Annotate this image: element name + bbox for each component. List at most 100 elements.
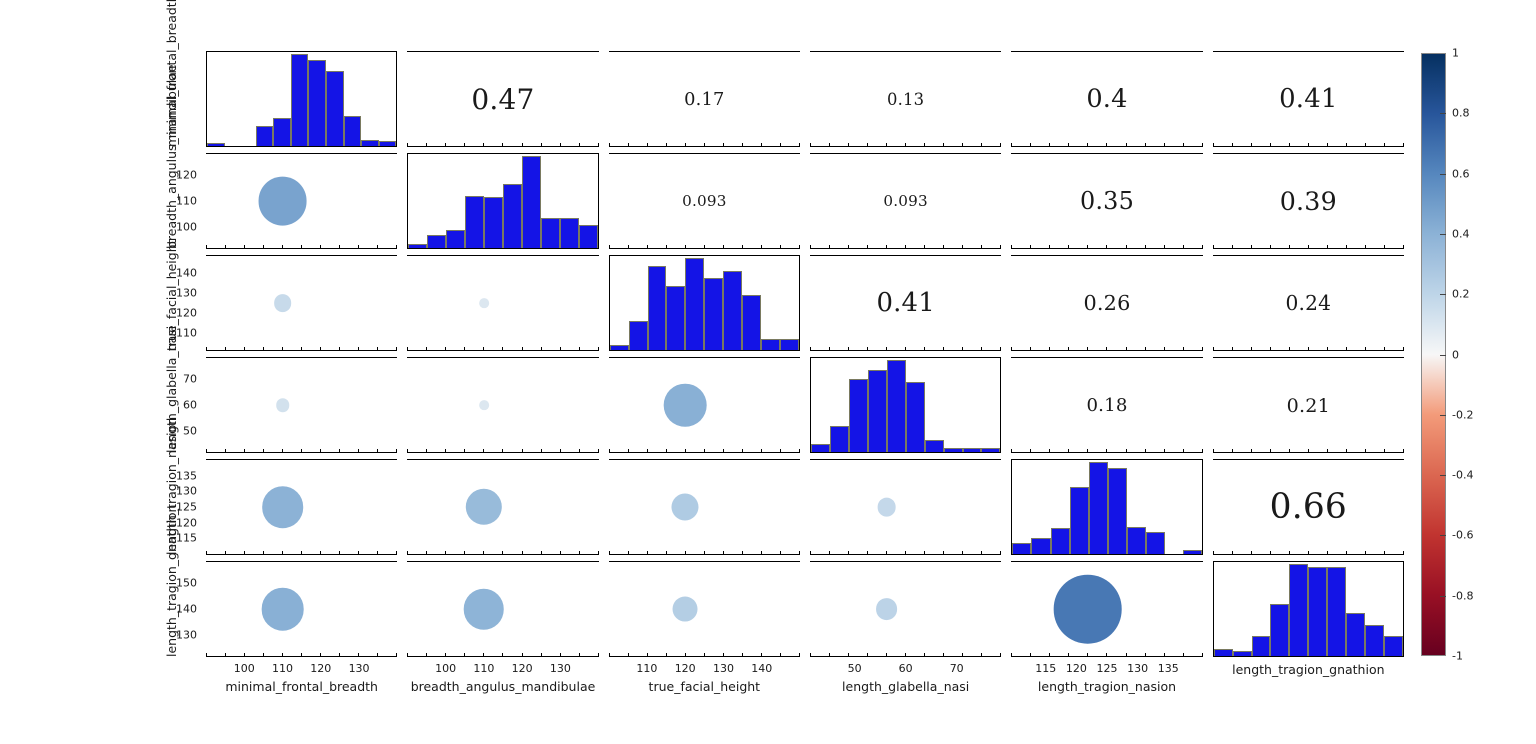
axis-tick <box>483 347 485 350</box>
correlation-value: 0.24 <box>1285 291 1332 315</box>
y-tick-label: 130 <box>176 484 197 498</box>
panel-top-rule <box>407 51 599 52</box>
histogram-bar <box>521 156 541 248</box>
axis-tick <box>301 347 303 350</box>
axis-tick <box>396 449 398 452</box>
x-tick-label: 100 <box>435 662 457 675</box>
axis-tick <box>1269 449 1271 452</box>
axis-tick <box>1125 449 1127 452</box>
axis-tick <box>540 653 542 656</box>
histogram-bar <box>1346 612 1366 656</box>
axis-tick <box>1030 245 1032 248</box>
panel-bottom-rule <box>608 554 800 555</box>
axis-tick <box>1125 143 1127 146</box>
correlation-value: 0.17 <box>684 88 725 110</box>
panel-bottom-rule <box>1011 656 1203 657</box>
axis-tick <box>521 551 523 554</box>
histogram-bar <box>484 197 504 248</box>
axis-tick <box>703 143 705 146</box>
axis-tick <box>597 551 599 554</box>
axis-tick <box>924 143 926 146</box>
histogram-bar <box>290 54 309 146</box>
axis-tick <box>559 653 561 656</box>
x-axis-label-length_tragion_gnathion: length_tragion_gnathion <box>1232 662 1385 677</box>
axis-tick <box>1049 143 1051 146</box>
axis-tick <box>445 653 447 656</box>
panel-top-rule <box>206 561 398 562</box>
axis-tick <box>225 245 227 248</box>
matrix-cell-r3c5: 0.26 <box>1011 255 1203 351</box>
x-tick-label: 130 <box>348 662 370 675</box>
axis-tick <box>722 143 724 146</box>
axis-tick <box>244 551 246 554</box>
correlation-value: 0.4 <box>1086 84 1128 114</box>
axis-tick <box>559 347 561 350</box>
histogram-bar <box>704 278 724 350</box>
histogram-bar <box>1108 468 1128 554</box>
axis-tick <box>722 551 724 554</box>
axis-tick <box>1364 245 1366 248</box>
histogram-breadth_angulus_mandibulae <box>408 154 598 248</box>
axis-tick <box>924 245 926 248</box>
panel-top-rule <box>1212 459 1404 460</box>
y-tick-label: 120 <box>176 168 197 182</box>
axis-tick <box>263 449 265 452</box>
axis-tick <box>1364 143 1366 146</box>
axis-tick <box>1087 653 1089 656</box>
x-tick-label: 120 <box>511 662 533 675</box>
histogram-bar <box>1031 538 1051 554</box>
axis-tick <box>244 653 246 656</box>
axis-tick <box>722 245 724 248</box>
axis-tick <box>301 245 303 248</box>
axis-tick <box>1125 245 1127 248</box>
axis-tick <box>1383 245 1385 248</box>
axis-tick <box>722 449 724 452</box>
axis-tick <box>1269 245 1271 248</box>
axis-tick <box>886 143 888 146</box>
axis-tick <box>1182 245 1184 248</box>
axis-tick <box>665 245 667 248</box>
axis-tick <box>722 653 724 656</box>
colorbar-tick-label: 0.6 <box>1452 167 1470 181</box>
correlation-value: 0.21 <box>1286 393 1330 417</box>
axis-tick <box>1250 347 1252 350</box>
axis-tick <box>282 653 284 656</box>
panel-top-rule <box>1011 357 1203 358</box>
axis-tick <box>559 551 561 554</box>
axis-tick <box>1068 653 1070 656</box>
axis-tick <box>779 449 781 452</box>
colorbar-tick <box>1440 354 1446 356</box>
axis-tick <box>1345 551 1347 554</box>
axis-tick <box>1049 653 1051 656</box>
axis-tick <box>1383 347 1385 350</box>
axis-tick <box>1269 551 1271 554</box>
histogram-bar <box>207 143 225 146</box>
panel-bottom-rule <box>407 350 599 351</box>
matrix-cell-r1c3: 0.17 <box>608 51 800 147</box>
axis-tick <box>943 347 945 350</box>
axis-tick <box>1087 143 1089 146</box>
axis-tick <box>578 653 580 656</box>
axis-tick <box>320 245 322 248</box>
axis-tick <box>225 551 227 554</box>
axis-tick <box>981 653 983 656</box>
axis-tick <box>627 653 629 656</box>
axis-tick <box>1269 347 1271 350</box>
panel-bottom-rule <box>1212 452 1404 453</box>
x-axis-label-breadth_angulus_mandibulae: breadth_angulus_mandibulae <box>410 679 596 694</box>
axis-tick <box>1402 347 1404 350</box>
x-tick-label: 100 <box>233 662 255 675</box>
correlation-circle <box>671 493 699 521</box>
axis-tick <box>1307 143 1309 146</box>
correlation-circle <box>875 598 898 620</box>
axis-tick <box>962 143 964 146</box>
matrix-cell-r5c2 <box>407 459 599 555</box>
axis-tick <box>1345 347 1347 350</box>
axis-tick <box>1326 143 1328 146</box>
axis-tick <box>1326 449 1328 452</box>
axis-tick <box>1383 551 1385 554</box>
axis-tick <box>905 551 907 554</box>
axis-tick <box>1307 347 1309 350</box>
x-tick-label: 110 <box>473 662 495 675</box>
colorbar-tick <box>1440 535 1446 537</box>
